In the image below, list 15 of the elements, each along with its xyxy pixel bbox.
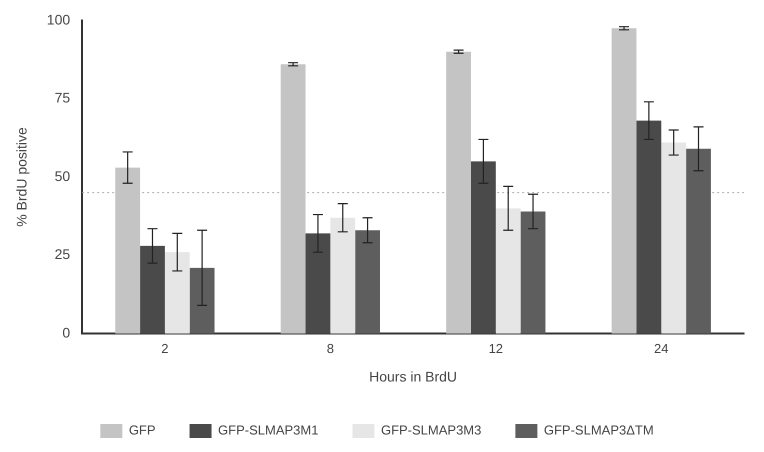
legend-label: GFP-SLMAP3M3 <box>380 422 482 438</box>
x-axis-title: Hours in BrdU <box>369 368 458 384</box>
legend-label: GFP-SLMAP3M1 <box>218 422 318 438</box>
y-tick-label: 50 <box>54 168 70 184</box>
legend-label: GFP-SLMAP3ΔTM <box>544 422 654 438</box>
x-tick-label: 2 <box>161 340 169 356</box>
x-tick-label: 8 <box>326 340 334 356</box>
x-tick-label: 12 <box>488 340 504 356</box>
y-tick-label: 25 <box>54 246 70 262</box>
legend-label: GFP <box>128 422 156 438</box>
x-tick-label: 24 <box>654 340 669 356</box>
y-tick-label: 75 <box>54 90 70 106</box>
y-axis-title: % BrdU positive <box>13 126 30 227</box>
y-tick-label: 0 <box>62 324 70 340</box>
y-tick-label: 100 <box>46 11 70 28</box>
